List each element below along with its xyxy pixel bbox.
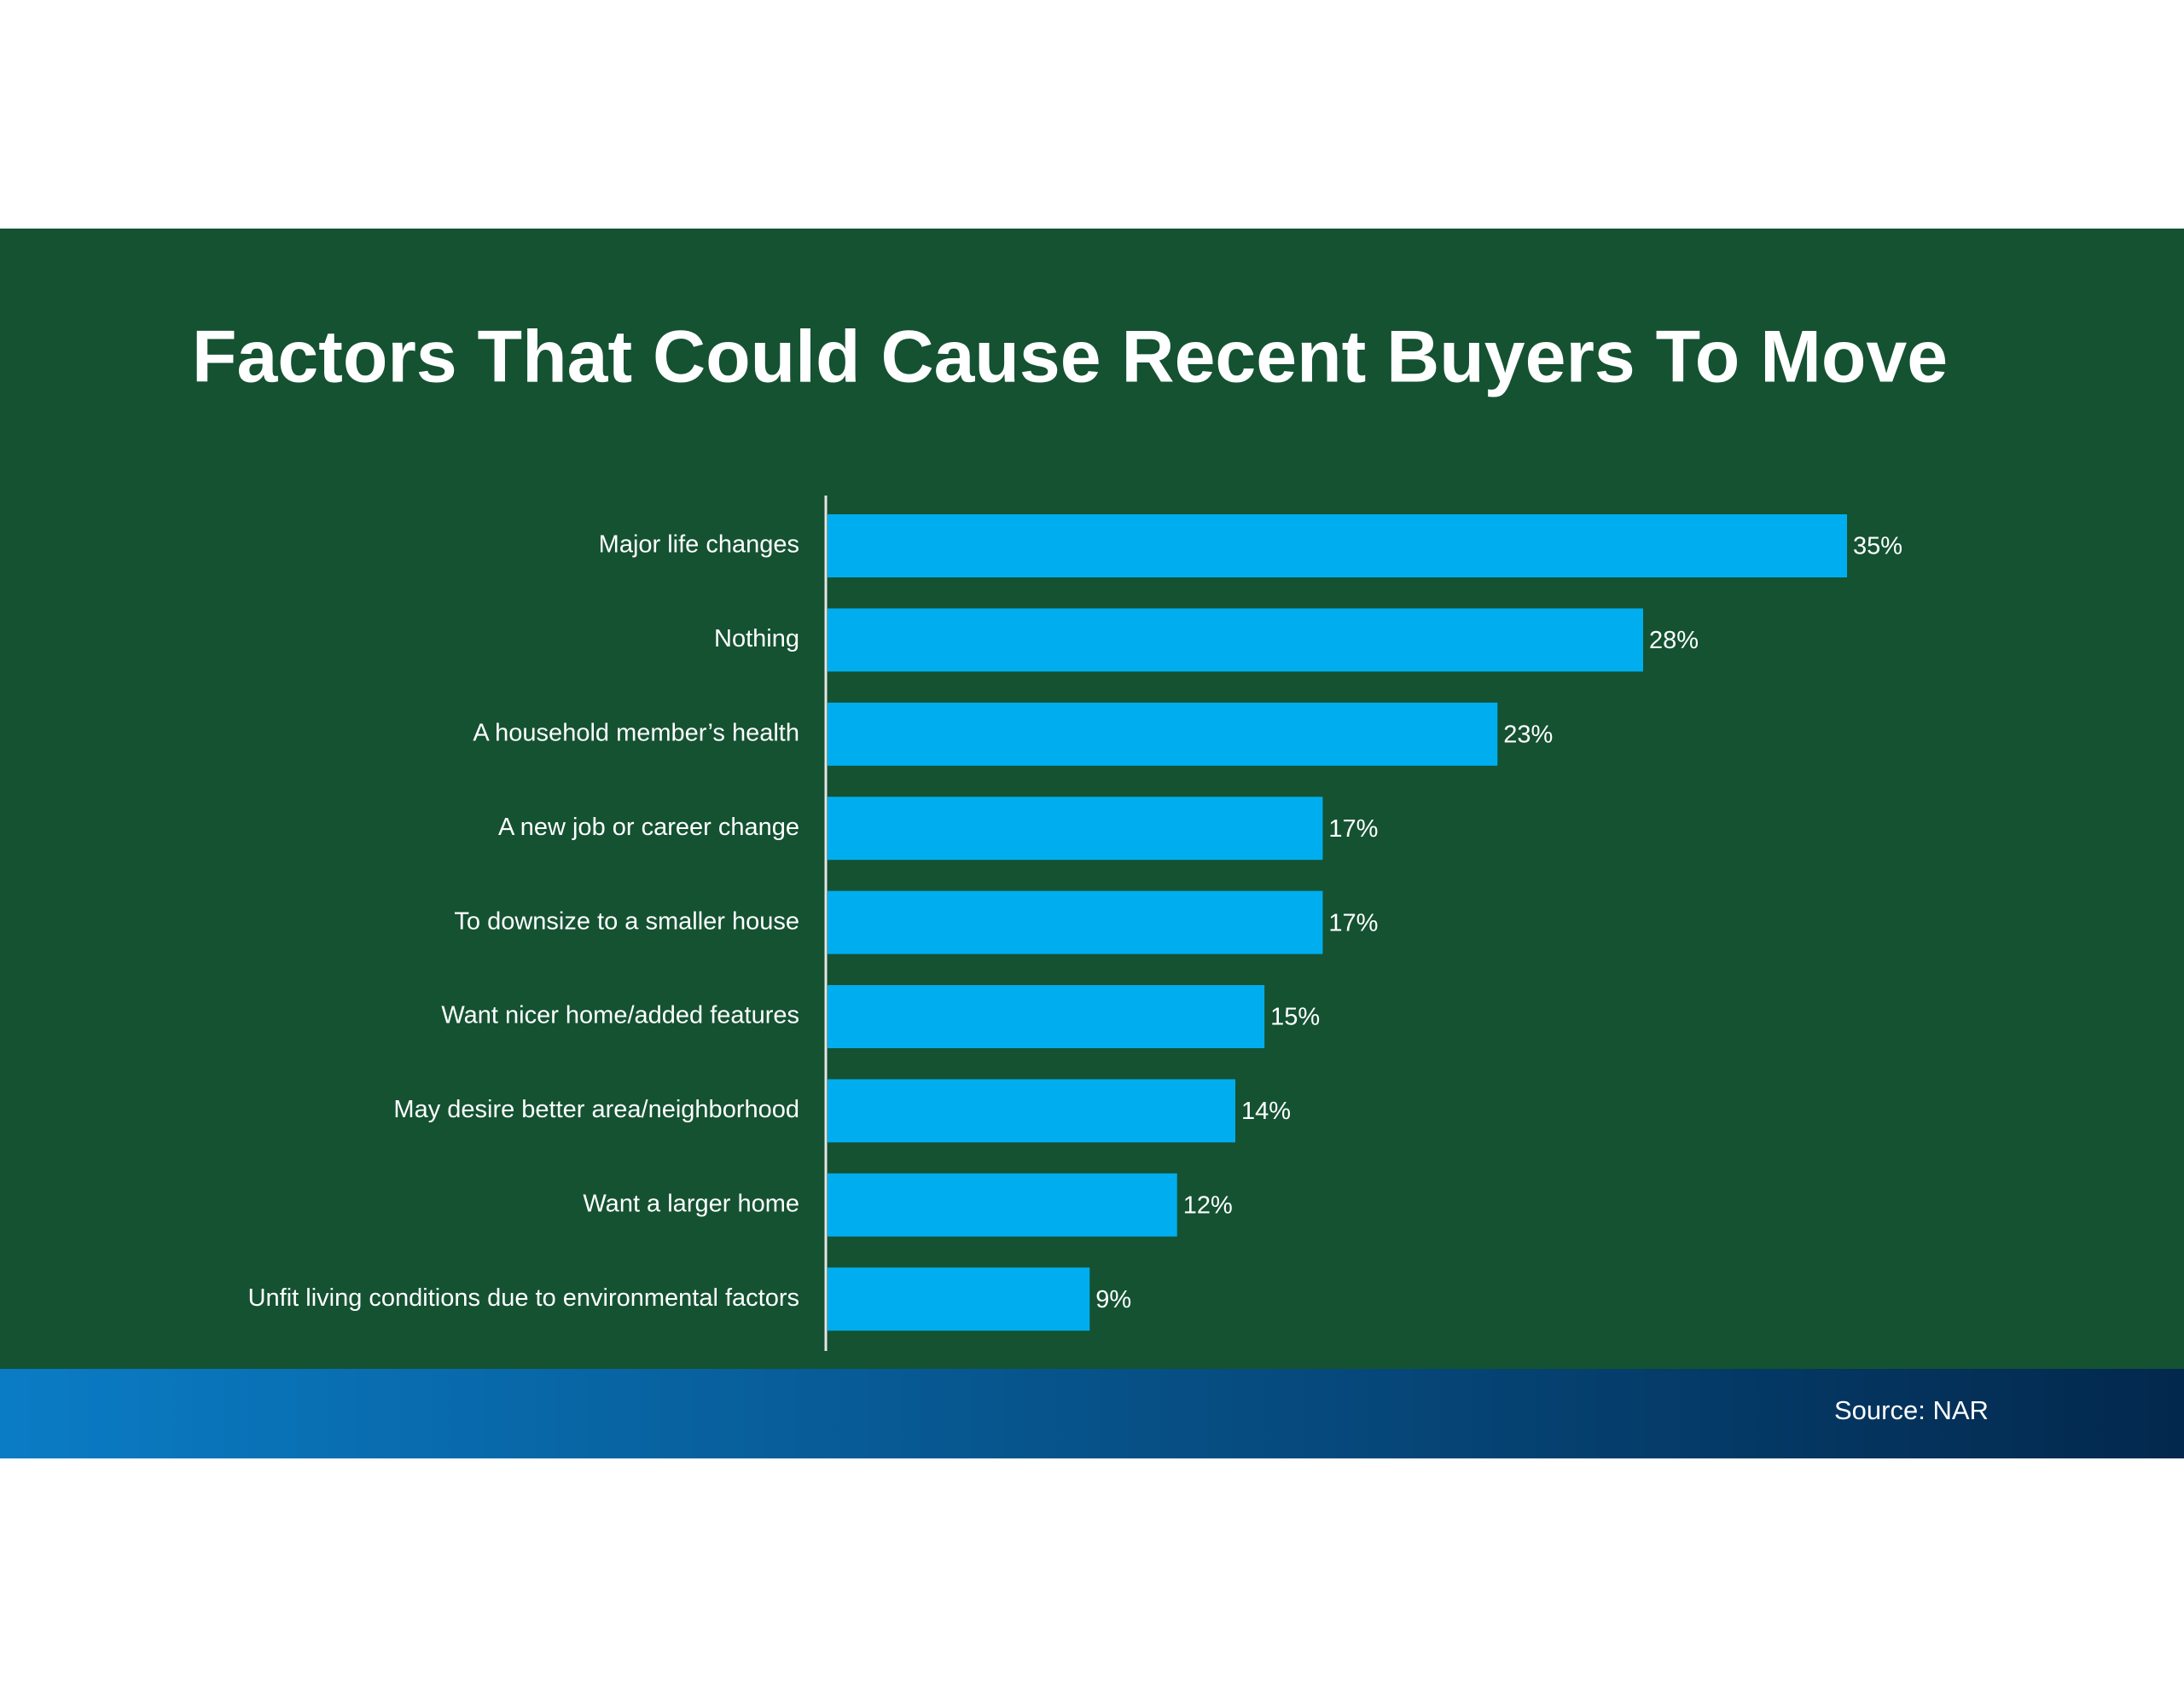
category-label: Want nicer home/added features xyxy=(441,1002,799,1029)
value-label: 28% xyxy=(1649,627,1699,654)
source-note: Source: NAR xyxy=(1834,1395,1989,1425)
value-label: 9% xyxy=(1095,1286,1131,1313)
value-label: 14% xyxy=(1241,1098,1291,1125)
bar xyxy=(828,608,1643,672)
value-label: 12% xyxy=(1183,1191,1233,1219)
value-label: 17% xyxy=(1328,815,1378,843)
bar xyxy=(828,985,1265,1048)
bar xyxy=(828,797,1323,861)
value-label: 23% xyxy=(1503,721,1553,748)
bar xyxy=(828,702,1498,766)
bar xyxy=(828,1267,1090,1331)
value-label: 15% xyxy=(1270,1004,1320,1031)
value-label: 17% xyxy=(1328,909,1378,936)
category-label: A new job or career change xyxy=(498,814,799,841)
category-label: To downsize to a smaller house xyxy=(454,907,799,935)
category-label: A household member’s health xyxy=(473,719,799,746)
bar xyxy=(828,1079,1235,1143)
category-label: Major life changes xyxy=(599,531,799,559)
category-label: May desire better area/neighborhood xyxy=(393,1096,799,1123)
category-label: Want a larger home xyxy=(583,1190,799,1217)
category-label: Nothing xyxy=(714,625,799,652)
footer-band xyxy=(0,1369,2184,1458)
bar xyxy=(828,890,1323,954)
chart-title: Factors That Could Cause Recent Buyers T… xyxy=(192,316,1948,398)
value-label: 35% xyxy=(1853,533,1902,560)
category-label: Unfit living conditions due to environme… xyxy=(248,1284,799,1312)
bar xyxy=(828,1173,1177,1237)
bar xyxy=(828,514,1847,577)
